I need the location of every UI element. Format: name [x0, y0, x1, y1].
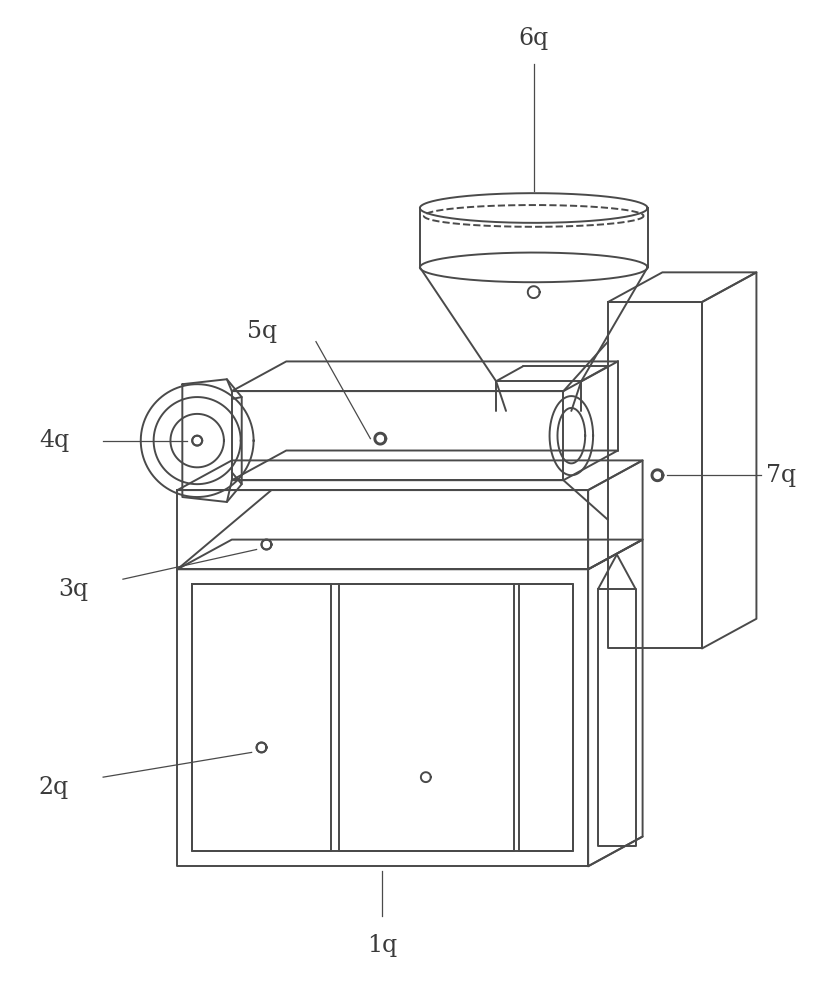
Text: 5q: 5q — [247, 320, 276, 343]
Text: 3q: 3q — [59, 578, 88, 601]
Text: 7q: 7q — [766, 464, 797, 487]
Text: 4q: 4q — [38, 429, 69, 452]
Text: 2q: 2q — [38, 776, 69, 799]
Text: 1q: 1q — [367, 934, 398, 957]
Text: 6q: 6q — [519, 27, 549, 50]
